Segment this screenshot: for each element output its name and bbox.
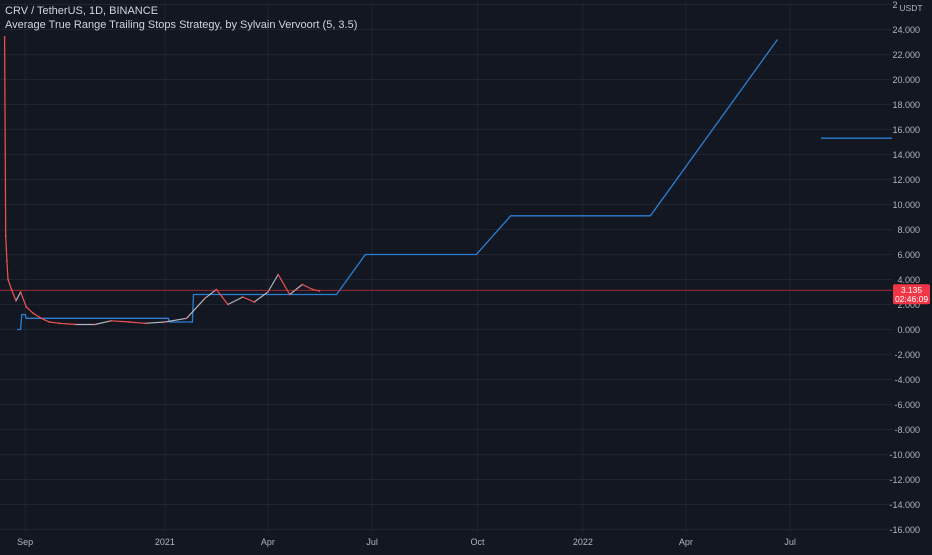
y-tick-label: -14.000: [889, 500, 920, 510]
y-tick-label: 6.000: [897, 250, 920, 260]
y-tick-label: 4.000: [897, 275, 920, 285]
x-tick-label: 2022: [573, 537, 593, 547]
currency-label: USDT: [899, 3, 922, 13]
price-segment: [215, 289, 229, 305]
price-segment: [32, 312, 42, 319]
price-point: [301, 283, 304, 286]
price-point: [6, 259, 8, 262]
price-point: [4, 234, 7, 237]
x-tick-label: Apr: [679, 537, 693, 547]
price-segment: [129, 321, 146, 324]
y-tick-label: -6.000: [894, 400, 920, 410]
price-segment: [20, 291, 27, 308]
y-tick-label: 14.000: [892, 150, 920, 160]
price-segment: [267, 274, 279, 293]
price-segment: [111, 320, 130, 323]
price-point: [110, 319, 112, 322]
price-segment: [25, 306, 34, 314]
price-segment: [302, 283, 313, 291]
price-point: [15, 299, 17, 302]
price-segment: [6, 260, 9, 280]
y-tick-label: -10.000: [889, 450, 920, 460]
price-point: [144, 322, 147, 325]
series-trailing-stop: [17, 39, 779, 331]
price-segment: [10, 289, 17, 302]
y-tick-label: 0.000: [897, 325, 920, 335]
x-tick-label: Jul: [784, 537, 796, 547]
y-tick-label: 20.000: [892, 75, 920, 85]
y-tick-label: 10.000: [892, 200, 920, 210]
price-point: [204, 297, 206, 300]
price-segment: [289, 284, 303, 295]
currency-badge: [897, 0, 925, 15]
price-point: [185, 317, 188, 320]
price-segment: [4, 36, 7, 236]
grid-layer: [0, 2, 892, 532]
x-tick-label: Sep: [17, 537, 33, 547]
price-segment: [277, 274, 291, 295]
price-axis-panel[interactable]: [892, 0, 932, 550]
y-tick-label: 12.000: [892, 175, 920, 185]
candle-layer: [3, 36, 321, 326]
y-tick-label: -8.000: [894, 425, 920, 435]
x-tick-label: Jul: [366, 537, 378, 547]
price-segment: [94, 320, 112, 326]
price-segment: [186, 297, 206, 319]
y-tick-label: 2.000: [897, 300, 920, 310]
price-segment: [40, 317, 50, 323]
last-price-badge: 3.135 02:46:09: [893, 284, 930, 305]
price-point: [227, 303, 229, 306]
price-segment: [59, 322, 76, 326]
price-point: [58, 322, 61, 325]
price-segment: [7, 279, 13, 290]
price-point: [267, 291, 269, 293]
price-point: [241, 296, 244, 298]
y-tick-label: 8.000: [897, 225, 920, 235]
last-price-badge-bg: [893, 284, 930, 305]
price-point: [25, 306, 28, 308]
price-point: [19, 291, 22, 293]
price-point: [164, 321, 166, 323]
price-point: [128, 321, 131, 323]
y-tick-label: 16.000: [892, 125, 920, 135]
price-segment: [204, 289, 217, 299]
y-tick-label: -12.000: [889, 475, 920, 485]
price-point: [288, 293, 291, 296]
price-segment: [15, 291, 22, 302]
x-tick-label: 2021: [155, 537, 175, 547]
x-tick-label: Oct: [470, 537, 485, 547]
y-tick-label: -2.000: [894, 350, 920, 360]
x-tick-label: Apr: [261, 537, 275, 547]
price-point: [74, 323, 77, 326]
price-point: [40, 317, 43, 320]
price-point: [48, 321, 51, 323]
price-segment: [145, 321, 165, 324]
price-segment: [242, 296, 255, 303]
time-axis: Sep 2021 Apr Jul Oct 2022 Apr Jul: [17, 537, 796, 547]
price-point: [7, 278, 9, 281]
series-layer: [17, 39, 892, 331]
price-segment: [227, 296, 244, 306]
y-tick-label: 22.000: [892, 50, 920, 60]
y-tick-label: -4.000: [894, 375, 920, 385]
y-tick-label: 24.000: [892, 25, 920, 35]
price-point: [3, 36, 6, 38]
price-point: [32, 312, 35, 315]
price-segment: [253, 291, 269, 303]
last-price-value: 3.135: [901, 285, 923, 295]
y-tick-label: -16.000: [889, 525, 920, 535]
price-point: [253, 301, 256, 303]
price-segment: [49, 321, 60, 324]
y-tick-label: 18.000: [892, 100, 920, 110]
price-point: [94, 323, 96, 326]
price-point: [277, 273, 280, 276]
last-price-countdown: 02:46:09: [895, 294, 928, 304]
price-segment: [164, 317, 187, 323]
price-segment: [5, 235, 8, 261]
